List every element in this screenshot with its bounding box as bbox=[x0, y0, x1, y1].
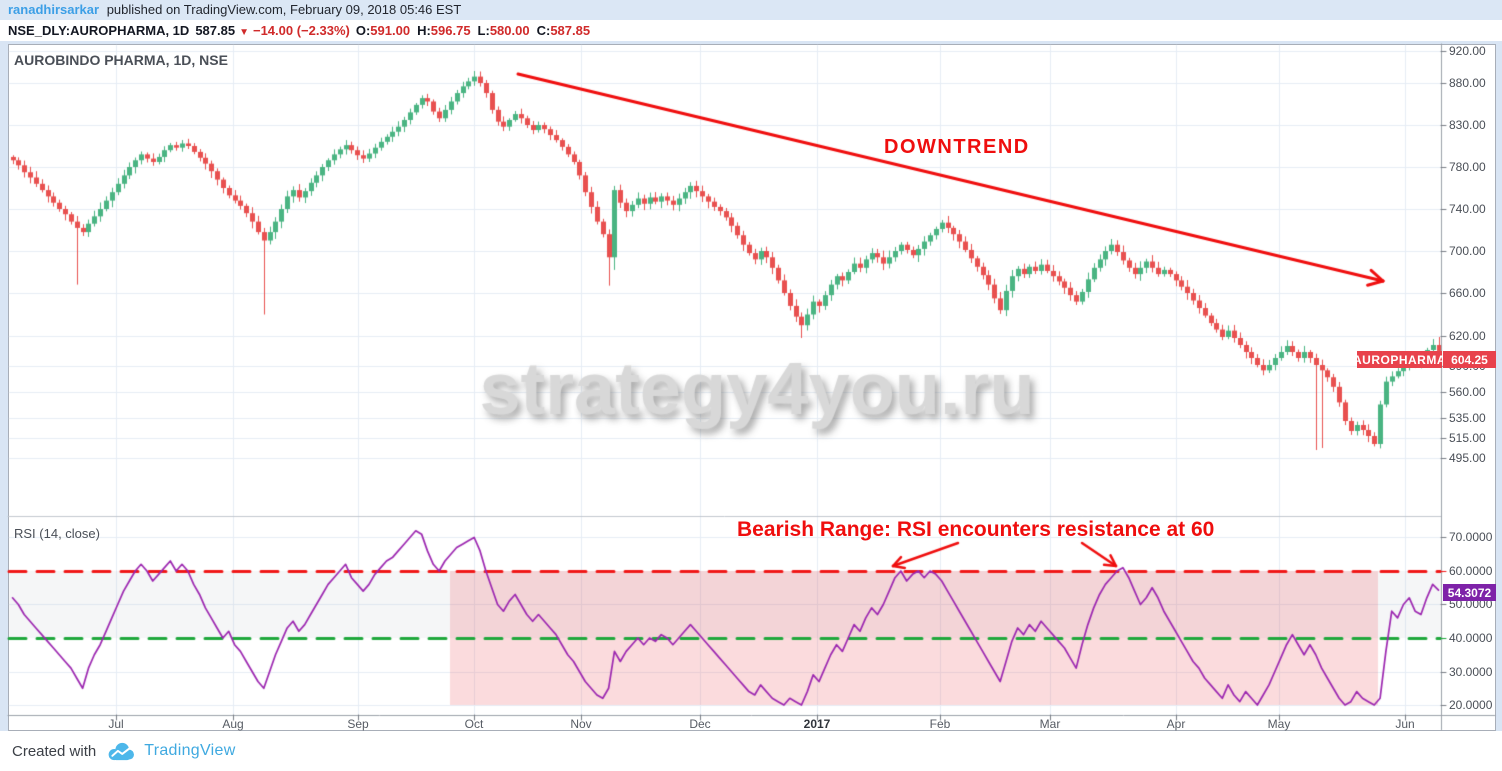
time-tick-label: Feb bbox=[929, 717, 951, 731]
time-tick-label: Nov bbox=[570, 717, 592, 731]
time-tick-label: Mar bbox=[1039, 717, 1061, 731]
downtrend-annotation: DOWNTREND bbox=[884, 136, 1030, 158]
bearish-range-annotation: Bearish Range: RSI encounters resistance… bbox=[737, 518, 1215, 541]
rsi-value-badge: 54.3072 bbox=[1443, 584, 1496, 601]
price-tick-label: 535.00 bbox=[1449, 411, 1486, 425]
price-tick-label: 830.00 bbox=[1449, 118, 1486, 132]
price-tick-label: 880.00 bbox=[1449, 76, 1486, 90]
price-tick-label: 780.00 bbox=[1449, 160, 1486, 174]
time-tick-label: Aug bbox=[222, 717, 244, 731]
time-tick-label: Jul bbox=[108, 717, 124, 731]
pane-title: AUROBINDO PHARMA, 1D, NSE bbox=[14, 52, 228, 68]
rsi-indicator-label: RSI (14, close) bbox=[14, 526, 100, 541]
time-tick-label: May bbox=[1267, 717, 1291, 731]
time-tick-label: Dec bbox=[689, 717, 711, 731]
price-tick-label: 560.00 bbox=[1449, 385, 1486, 399]
last-price-badge: 604.25 bbox=[1443, 351, 1496, 368]
created-with-label: Created with bbox=[12, 742, 97, 760]
price-tick-label: 920.00 bbox=[1449, 44, 1486, 58]
symbol-price-flag: AUROPHARMA bbox=[1353, 351, 1446, 368]
price-tick-label: 495.00 bbox=[1449, 451, 1486, 465]
time-tick-label: Jun bbox=[1395, 717, 1415, 731]
price-tick-label: 740.00 bbox=[1449, 202, 1486, 216]
time-tick-label: 2017 bbox=[803, 717, 831, 731]
rsi-tick-label: 30.0000 bbox=[1449, 665, 1493, 679]
price-tick-label: 515.00 bbox=[1449, 431, 1486, 445]
time-tick-label: Oct bbox=[464, 717, 484, 731]
price-tick-label: 700.00 bbox=[1449, 244, 1486, 258]
rsi-tick-label: 60.0000 bbox=[1449, 564, 1493, 578]
price-tick-label: 620.00 bbox=[1449, 329, 1486, 343]
rsi-tick-label: 20.0000 bbox=[1449, 698, 1493, 712]
rsi-tick-label: 70.0000 bbox=[1449, 530, 1493, 544]
price-tick-label: 660.00 bbox=[1449, 286, 1486, 300]
attribution-footer: Created with TradingView bbox=[0, 731, 1502, 771]
tradingview-link[interactable]: TradingView bbox=[144, 742, 236, 759]
time-tick-label: Sep bbox=[347, 717, 369, 731]
time-tick-label: Apr bbox=[1166, 717, 1186, 731]
tradingview-logo-icon bbox=[108, 742, 135, 760]
rsi-tick-label: 40.0000 bbox=[1449, 631, 1493, 645]
